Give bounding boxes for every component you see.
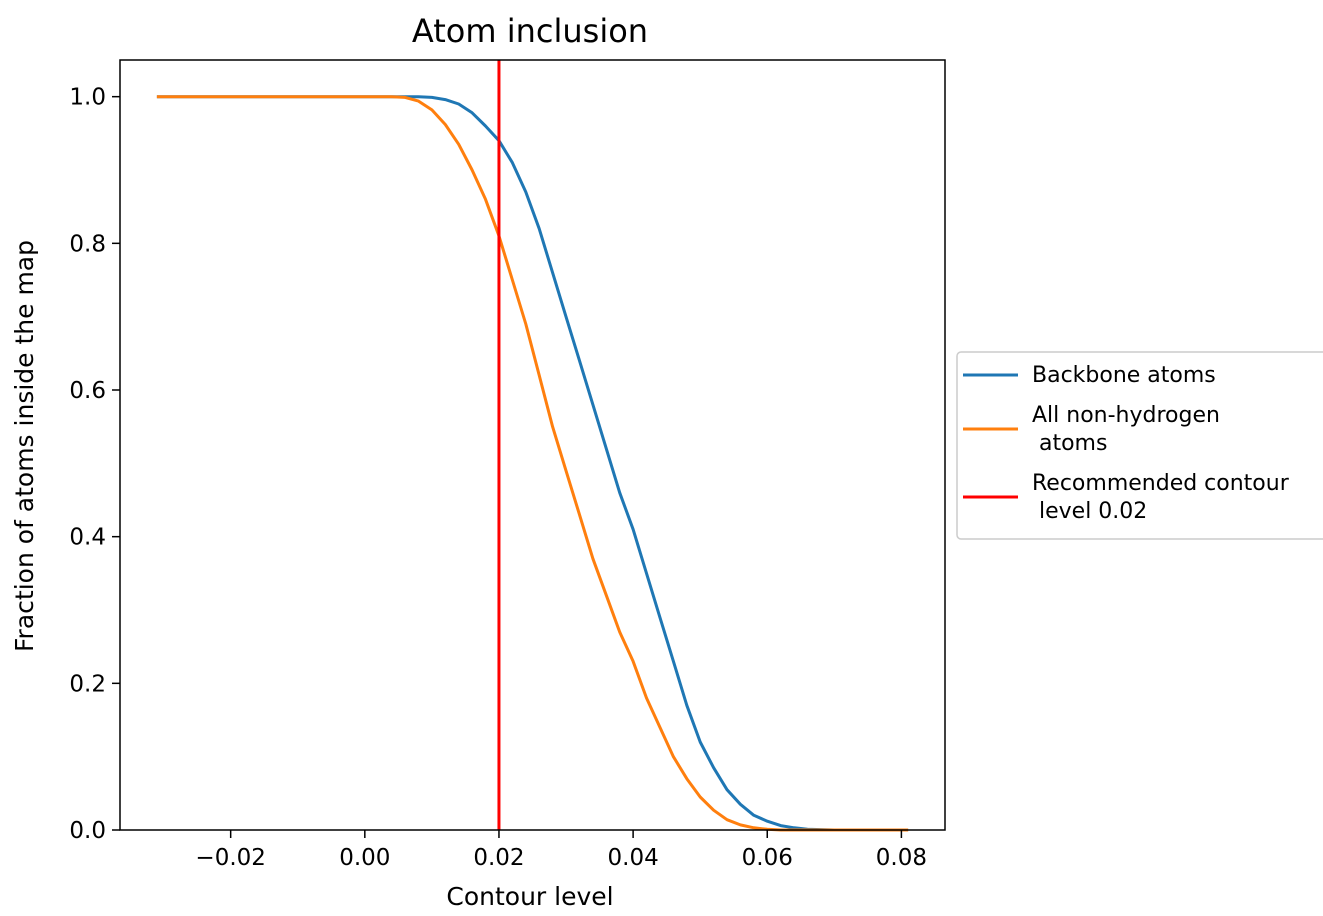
y-tick-label: 1.0 <box>69 85 106 111</box>
x-tick-label: 0.02 <box>473 845 524 871</box>
legend-box <box>956 351 1323 540</box>
y-tick-label: 0.0 <box>69 818 106 844</box>
y-tick-label: 0.8 <box>69 231 106 257</box>
y-tick-label: 0.2 <box>69 671 106 697</box>
x-tick-label: 0.06 <box>742 845 793 871</box>
legend-label-2: Recommended contour level 0.02 <box>1032 471 1290 524</box>
legend-label-1: All non-hydrogen atoms <box>1032 403 1220 456</box>
x-tick-label: 0.00 <box>339 845 390 871</box>
series-line-0 <box>156 95 909 832</box>
chart-title: Atom inclusion <box>412 12 648 50</box>
x-tick-label: 0.08 <box>876 845 927 871</box>
y-tick-label: 0.4 <box>69 525 106 551</box>
series-line-1 <box>156 95 909 832</box>
x-axis-label: Contour level <box>446 882 613 911</box>
y-axis-label: Fraction of atoms inside the map <box>10 240 39 652</box>
x-tick-label: −0.02 <box>195 845 265 871</box>
legend: Backbone atoms All non-hydrogen atoms Reco… <box>956 351 1323 540</box>
x-tick-label: 0.04 <box>608 845 659 871</box>
y-tick-label: 0.6 <box>69 378 106 404</box>
legend-label-0: Backbone atoms <box>1032 363 1216 388</box>
plot-frame <box>119 59 946 831</box>
